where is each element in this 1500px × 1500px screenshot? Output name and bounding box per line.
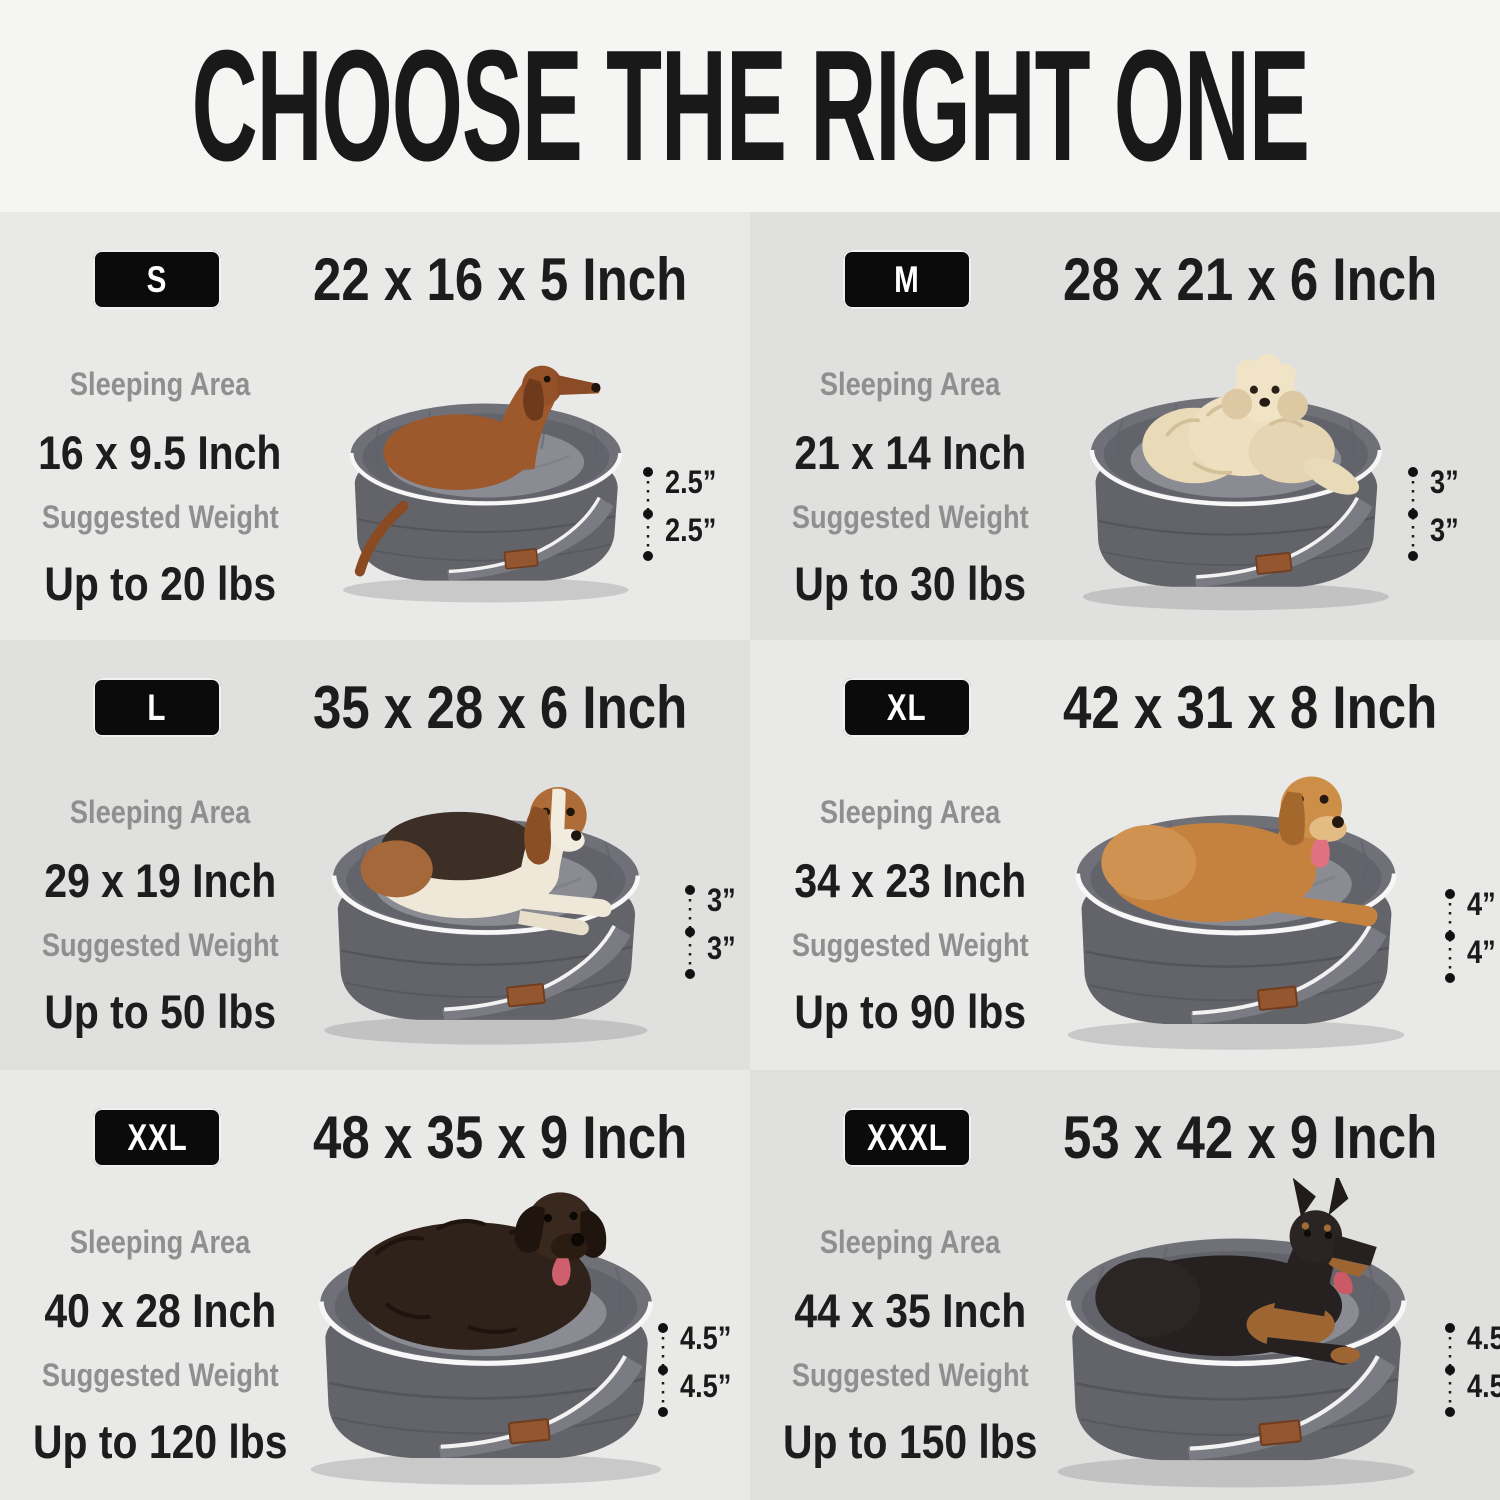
suggested-weight-value: Up to 150 lbs xyxy=(782,1415,1038,1468)
dog-bed-photo xyxy=(290,1192,680,1488)
sleeping-area-label: Sleeping Area xyxy=(819,366,1001,402)
size-badge: M xyxy=(843,250,971,309)
header: CHOOSE THE RIGHT ONE xyxy=(0,0,1500,212)
base-height: 3” xyxy=(707,930,736,966)
base-height: 4” xyxy=(1467,934,1496,970)
dog-illustration-dachshund xyxy=(354,365,601,577)
dog-bed-photo xyxy=(1040,1178,1430,1488)
size-panel-l: L 35 x 28 x 6 Inch Sleeping Area 29 x 19… xyxy=(0,640,750,1070)
sleeping-area-value: 40 x 28 Inch xyxy=(44,1284,276,1337)
dog-illustration-maltipoo xyxy=(1142,353,1360,495)
suggested-weight-label: Suggested Weight xyxy=(791,499,1029,535)
bed-dimensions: 53 x 42 x 9 Inch xyxy=(1062,1103,1438,1171)
measure-line-icon xyxy=(656,1321,670,1419)
suggested-weight-value: Up to 50 lbs xyxy=(44,985,276,1038)
measure-line-icon xyxy=(1443,887,1457,985)
spec-column: Sleeping Area 40 x 28 Inch Suggested Wei… xyxy=(10,1225,310,1466)
height-measurement: 3” 3” xyxy=(682,880,750,984)
bolster-height: 4” xyxy=(1467,886,1496,922)
bolster-height: 4.5” xyxy=(1467,1320,1500,1356)
height-measurement: 2.5” 2.5” xyxy=(640,462,750,566)
sleeping-area-value: 44 x 35 Inch xyxy=(794,1284,1026,1337)
size-badge: L xyxy=(93,678,221,737)
sleeping-area-value: 16 x 9.5 Inch xyxy=(38,426,282,479)
size-panel-m: M 28 x 21 x 6 Inch Sleeping Area 21 x 14… xyxy=(750,212,1500,640)
spec-column: Sleeping Area 29 x 19 Inch Suggested Wei… xyxy=(10,795,310,1036)
size-badge: XL xyxy=(843,678,971,737)
bed-dimensions: 35 x 28 x 6 Inch xyxy=(312,673,688,741)
size-badge-label: XL xyxy=(887,686,927,728)
suggested-weight-label: Suggested Weight xyxy=(41,927,279,963)
base-height: 2.5” xyxy=(665,512,717,548)
measure-line-icon xyxy=(1406,465,1420,563)
size-badge-label: XXXL xyxy=(866,1116,948,1158)
dog-illustration-newfoundland xyxy=(348,1192,607,1350)
size-badge-label: L xyxy=(147,686,167,728)
dog-bed-photo xyxy=(290,787,680,1058)
dog-illustration-beagle xyxy=(360,787,612,936)
sleeping-area-value: 34 x 23 Inch xyxy=(794,854,1026,907)
bed-dimensions: 28 x 21 x 6 Inch xyxy=(1062,245,1438,313)
suggested-weight-value: Up to 20 lbs xyxy=(44,557,276,610)
size-panel-xl: XL 42 x 31 x 8 Inch Sleeping Area 34 x 2… xyxy=(750,640,1500,1070)
dog-illustration-doberman xyxy=(1095,1178,1377,1365)
suggested-weight-label: Suggested Weight xyxy=(791,927,1029,963)
height-measurement: 4.5” 4.5” xyxy=(1442,1318,1500,1422)
sleeping-area-label: Sleeping Area xyxy=(69,366,251,402)
size-badge-label: M xyxy=(894,258,920,300)
bed-dimensions: 48 x 35 x 9 Inch xyxy=(312,1103,688,1171)
measure-line-icon xyxy=(1443,1321,1457,1419)
height-measurement: 4.5” 4.5” xyxy=(655,1318,750,1422)
spec-column: Sleeping Area 34 x 23 Inch Suggested Wei… xyxy=(760,795,1060,1036)
suggested-weight-value: Up to 90 lbs xyxy=(794,985,1026,1038)
size-badge: XXXL xyxy=(843,1108,971,1167)
size-badge-label: S xyxy=(146,258,168,300)
measure-line-icon xyxy=(683,883,697,981)
dog-bed-photo xyxy=(1040,776,1430,1058)
spec-column: Sleeping Area 16 x 9.5 Inch Suggested We… xyxy=(10,367,310,608)
sleeping-area-label: Sleeping Area xyxy=(819,794,1001,830)
page-title: CHOOSE THE RIGHT ONE xyxy=(191,17,1309,194)
bolster-height: 3” xyxy=(707,882,736,918)
suggested-weight-label: Suggested Weight xyxy=(41,499,279,535)
size-panel-xxxl: XXXL 53 x 42 x 9 Inch Sleeping Area 44 x… xyxy=(750,1070,1500,1500)
measure-line-icon xyxy=(641,465,655,563)
sleeping-area-value: 21 x 14 Inch xyxy=(794,426,1026,479)
bolster-height: 2.5” xyxy=(665,464,717,500)
base-height: 4.5” xyxy=(1467,1368,1500,1404)
suggested-weight-value: Up to 30 lbs xyxy=(794,557,1026,610)
dog-illustration-golden-retriever xyxy=(1101,776,1378,927)
base-height: 3” xyxy=(1430,512,1459,548)
bolster-height: 4.5” xyxy=(680,1320,732,1356)
sleeping-area-label: Sleeping Area xyxy=(69,794,251,830)
size-grid: S 22 x 16 x 5 Inch Sleeping Area 16 x 9.… xyxy=(0,212,1500,1500)
sleeping-area-label: Sleeping Area xyxy=(69,1224,251,1260)
size-badge-label: XXL xyxy=(127,1116,187,1158)
spec-column: Sleeping Area 21 x 14 Inch Suggested Wei… xyxy=(760,367,1060,608)
bolster-height: 3” xyxy=(1430,464,1459,500)
spec-column: Sleeping Area 44 x 35 Inch Suggested Wei… xyxy=(760,1225,1060,1466)
sleeping-area-label: Sleeping Area xyxy=(819,1224,1001,1260)
bed-dimensions: 22 x 16 x 5 Inch xyxy=(312,245,688,313)
suggested-weight-label: Suggested Weight xyxy=(791,1357,1029,1393)
dog-bed-photo xyxy=(290,365,680,630)
base-height: 4.5” xyxy=(680,1368,732,1404)
height-measurement: 4” 4” xyxy=(1442,884,1500,988)
suggested-weight-label: Suggested Weight xyxy=(41,1357,279,1393)
size-badge: XXL xyxy=(93,1108,221,1167)
size-panel-xxl: XXL 48 x 35 x 9 Inch Sleeping Area 40 x … xyxy=(0,1070,750,1500)
bed-dimensions: 42 x 31 x 8 Inch xyxy=(1062,673,1438,741)
size-panel-s: S 22 x 16 x 5 Inch Sleeping Area 16 x 9.… xyxy=(0,212,750,640)
height-measurement: 3” 3” xyxy=(1405,462,1500,566)
size-badge: S xyxy=(93,250,221,309)
suggested-weight-value: Up to 120 lbs xyxy=(32,1415,288,1468)
dog-bed-photo xyxy=(1040,353,1430,630)
sleeping-area-value: 29 x 19 Inch xyxy=(44,854,276,907)
